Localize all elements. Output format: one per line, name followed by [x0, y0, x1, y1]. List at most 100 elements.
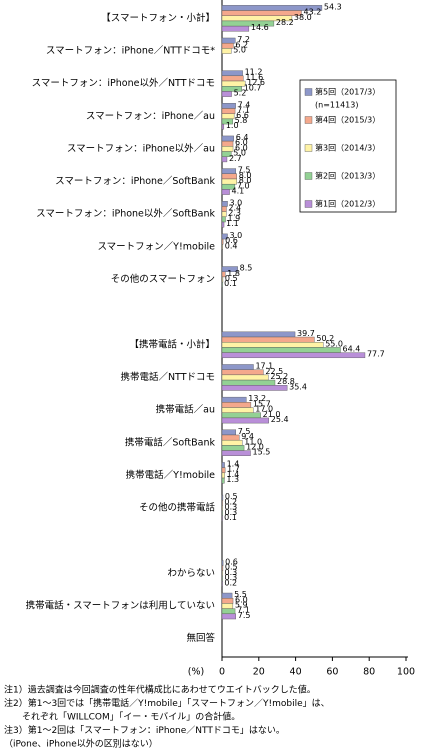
- value-label: 15.7: [253, 399, 271, 408]
- value-label: 1.1: [226, 219, 239, 228]
- bar: [221, 103, 236, 109]
- bar: [221, 178, 237, 185]
- value-label: 5.9: [235, 601, 248, 610]
- value-label: 50.2: [316, 334, 334, 343]
- note: 注2）第1～3回では「携帯電話／Y!mobile」「スマートフォン／Y!mobi…: [4, 697, 330, 709]
- value-label: 0.2: [224, 497, 237, 506]
- value-label: 35.4: [289, 382, 307, 391]
- value-label: 11.0: [244, 437, 262, 446]
- bar: [221, 565, 224, 571]
- legend-swatch: [304, 172, 313, 180]
- bar: [221, 374, 269, 381]
- category-label: わからない: [167, 568, 215, 579]
- value-label: 7.4: [238, 100, 251, 109]
- note: （iPone、iPhone以外の区別はない）: [4, 738, 158, 750]
- bar: [221, 233, 228, 240]
- bar: [221, 445, 245, 451]
- bar: [221, 189, 230, 195]
- value-label: 0.1: [224, 513, 237, 522]
- value-label: 8.0: [239, 176, 252, 185]
- legend-label: 第2回（2013/3）: [315, 171, 380, 181]
- value-label: 77.7: [367, 350, 385, 359]
- bar: [221, 266, 238, 272]
- bar: [221, 244, 223, 250]
- x-tick-label: 40: [290, 667, 302, 678]
- bar: [221, 402, 252, 408]
- value-label: 43.2: [303, 8, 321, 17]
- category-label: 無回答: [186, 632, 215, 644]
- bar: [221, 173, 237, 180]
- legend-box: [299, 79, 397, 213]
- bar: [221, 570, 223, 577]
- category-label: 携帯電話／au: [156, 404, 215, 416]
- bar: [221, 515, 223, 522]
- bar: [221, 608, 236, 615]
- bar: [221, 271, 226, 278]
- legend-label: 第5回（2017/3）: [315, 87, 380, 97]
- value-label: 0.2: [224, 578, 237, 587]
- value-label: 0.4: [225, 241, 238, 250]
- value-label: 5.0: [233, 45, 246, 54]
- value-label: 8.0: [239, 171, 252, 180]
- category-label: 携帯電話／NTTドコモ: [120, 371, 215, 383]
- bar: [221, 560, 224, 566]
- bar: [221, 412, 261, 419]
- bar: [221, 494, 224, 501]
- value-label: 10.7: [244, 83, 262, 92]
- x-tick-label: 20: [253, 667, 265, 678]
- value-label: 2.7: [229, 154, 242, 163]
- bar: [221, 123, 225, 130]
- value-label: 7.5: [238, 166, 251, 175]
- value-label: 12.0: [246, 442, 264, 451]
- bar: [221, 477, 225, 484]
- legend-label: 第3回（2014/3）: [315, 143, 380, 153]
- value-label: 6.4: [236, 133, 249, 142]
- value-label: 5.0: [233, 149, 246, 158]
- bar: [221, 135, 234, 142]
- value-label: 7.5: [238, 611, 251, 620]
- bar: [221, 70, 243, 77]
- bar: [221, 603, 234, 609]
- bar: [221, 48, 232, 54]
- value-label: 1.4: [227, 470, 240, 479]
- value-label: 22.5: [265, 367, 283, 376]
- bar: [221, 467, 226, 474]
- value-label: 1.4: [227, 460, 240, 469]
- category-label: 携帯電話・スマートフォンは利用していない: [26, 600, 215, 612]
- value-label: 7.0: [237, 181, 250, 190]
- value-label: 0.3: [225, 573, 238, 582]
- bar: [221, 575, 223, 582]
- value-label: 12.6: [247, 78, 265, 87]
- bar: [221, 450, 251, 456]
- x-axis-label: (%): [188, 667, 204, 678]
- value-label: 1.8: [227, 269, 240, 278]
- bar: [221, 75, 244, 82]
- bar: [221, 462, 225, 468]
- x-tick-label: 60: [326, 667, 338, 678]
- bar: [221, 25, 250, 32]
- category-label: 携帯電話／Y!mobile: [126, 469, 215, 481]
- value-label: 6.0: [235, 143, 248, 152]
- value-label: 3.0: [230, 231, 243, 240]
- bar: [221, 385, 288, 391]
- value-label: 0.6: [225, 236, 238, 245]
- legend-label: 第1回（2012/3）: [315, 199, 380, 209]
- value-label: 64.4: [342, 345, 360, 354]
- bar: [221, 429, 237, 436]
- x-tick-label: 0: [219, 667, 225, 678]
- value-label: 5.8: [235, 116, 248, 125]
- value-label: 1.0: [226, 121, 239, 130]
- bar: [221, 336, 315, 343]
- value-label: 6.0: [235, 595, 248, 604]
- bar: [221, 156, 228, 163]
- value-label: 5.5: [234, 590, 247, 599]
- bar: [221, 216, 226, 223]
- bar: [221, 434, 240, 441]
- bar: [221, 221, 225, 228]
- value-label: 14.6: [251, 23, 269, 32]
- value-label: 2.3: [228, 209, 241, 218]
- bar: [221, 86, 242, 92]
- value-label: 3.0: [230, 198, 243, 207]
- bar: [221, 206, 227, 212]
